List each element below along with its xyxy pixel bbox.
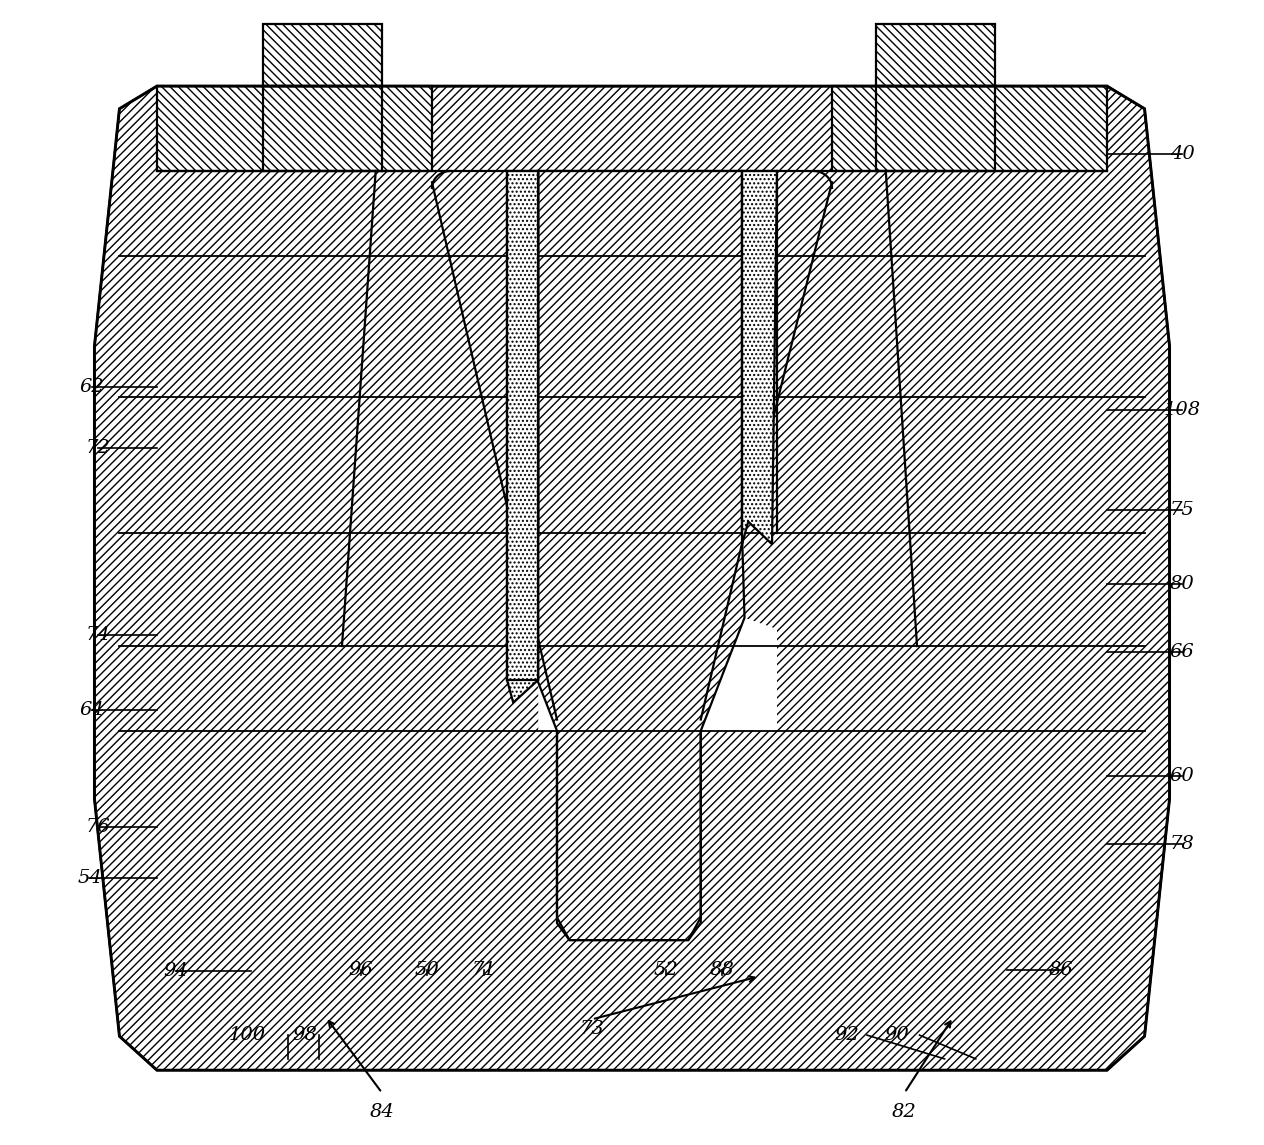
Polygon shape (95, 86, 1169, 1071)
Text: 76: 76 (86, 818, 110, 836)
Text: 92: 92 (834, 1026, 860, 1044)
Text: 54: 54 (77, 869, 102, 887)
Polygon shape (832, 86, 1107, 171)
Text: 66: 66 (1169, 642, 1194, 661)
Text: 94: 94 (163, 962, 188, 980)
Text: 78: 78 (1169, 835, 1194, 853)
Text: 50: 50 (415, 961, 440, 979)
Bar (876, 24, 995, 86)
Text: 73: 73 (580, 1020, 604, 1039)
Text: 90: 90 (885, 1026, 909, 1044)
Text: 62: 62 (80, 378, 105, 396)
Text: 86: 86 (1048, 961, 1073, 979)
Polygon shape (513, 171, 744, 940)
Text: 108: 108 (1163, 401, 1201, 419)
Text: 40: 40 (1169, 145, 1194, 163)
Text: 71: 71 (473, 961, 497, 979)
Text: 52: 52 (653, 961, 678, 979)
Polygon shape (507, 171, 777, 940)
Text: 64: 64 (80, 702, 105, 719)
Text: 60: 60 (1169, 767, 1194, 785)
Text: 75: 75 (1169, 502, 1194, 520)
Text: 74: 74 (86, 625, 110, 643)
Text: 72: 72 (86, 439, 110, 457)
Bar (263, 24, 382, 86)
Text: 82: 82 (892, 1103, 916, 1121)
Polygon shape (507, 171, 538, 703)
Text: 96: 96 (349, 961, 373, 979)
Text: 84: 84 (369, 1103, 394, 1121)
Text: 80: 80 (1169, 575, 1194, 593)
Text: 98: 98 (292, 1026, 317, 1044)
Text: 88: 88 (709, 961, 734, 979)
Text: 100: 100 (229, 1026, 265, 1044)
Polygon shape (157, 86, 432, 171)
Polygon shape (742, 171, 777, 544)
